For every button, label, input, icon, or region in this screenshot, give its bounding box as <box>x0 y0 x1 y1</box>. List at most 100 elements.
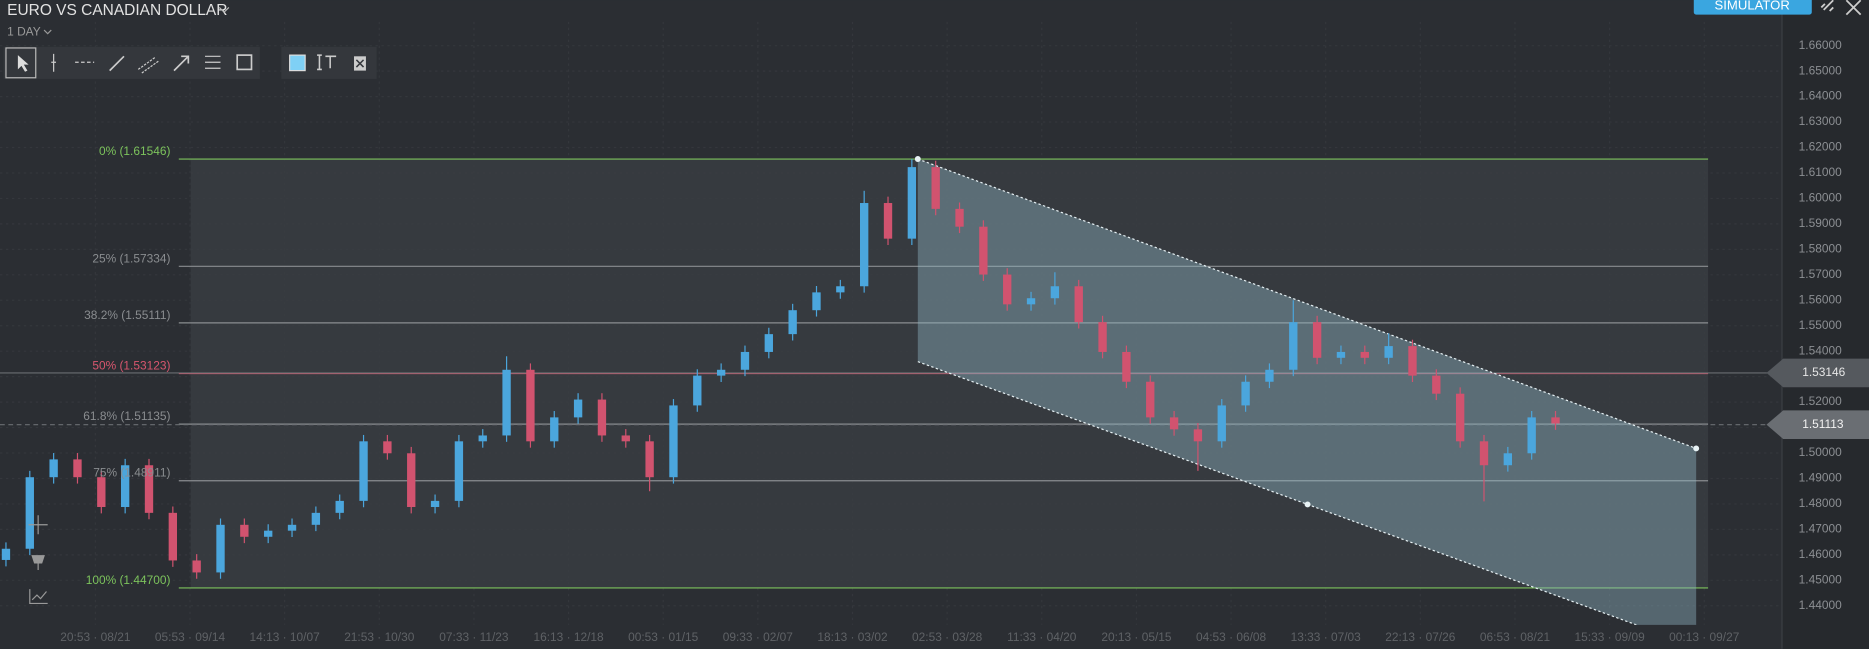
candle-body <box>240 524 249 537</box>
x-tick-label: 09:33 · 02/07 <box>723 630 794 644</box>
plot-area <box>0 21 1782 625</box>
candle-body <box>669 405 678 478</box>
candle-body <box>836 286 845 293</box>
candle-body <box>1432 375 1441 394</box>
candle-body <box>1503 453 1513 466</box>
last-price-tag-bg <box>1766 410 1869 439</box>
simulator-button[interactable] <box>1693 0 1812 15</box>
candle-body <box>216 524 225 573</box>
y-tick-label: 1.45000 <box>1799 572 1842 586</box>
x-tick-label: 11:33 · 04/20 <box>1007 630 1077 644</box>
x-tick-label: 13:33 · 07/03 <box>1291 630 1362 644</box>
candle-body <box>359 441 368 501</box>
overlay: 1.44000 1.45000 1.46000 1.47000 1.48000 1.490… <box>60 38 1869 644</box>
vline-tool[interactable] <box>51 53 57 72</box>
candle-body <box>764 334 773 352</box>
fib-level-label: 75% (1.48911) <box>93 466 170 480</box>
candle-body <box>287 524 297 531</box>
candle-body <box>907 167 917 239</box>
candle-body <box>383 441 392 454</box>
y-tick-label: 1.58000 <box>1799 241 1842 255</box>
candle-body <box>740 351 750 370</box>
candle-body <box>1527 417 1536 454</box>
y-tick-label: 1.50000 <box>1799 445 1842 459</box>
x-tick-label: 07:33 · 11/23 <box>439 630 509 644</box>
candle-body <box>526 369 535 442</box>
marker-price-tag: 1.53146 <box>1802 365 1845 379</box>
y-tick-label: 1.60000 <box>1799 191 1842 205</box>
close-icon[interactable] <box>1845 0 1862 16</box>
candle-body <box>788 310 797 335</box>
arrow-tool[interactable] <box>173 55 190 72</box>
channel-handle <box>914 155 921 162</box>
candle-body <box>73 459 82 478</box>
candle-body <box>264 530 273 537</box>
candle-body <box>502 369 511 436</box>
channel-handle <box>1693 445 1700 452</box>
instrument-title[interactable]: EURO VS CANADIAN DOLLAR <box>7 2 227 19</box>
candle-body <box>716 369 726 376</box>
candle-body <box>1122 351 1131 382</box>
candle-body <box>49 459 58 478</box>
y-tick-label: 1.49000 <box>1799 471 1842 485</box>
y-tick-label: 1.59000 <box>1799 216 1842 230</box>
candle-body <box>168 512 178 561</box>
fib-level-label: 25% (1.57334) <box>92 251 170 265</box>
title-dropdown[interactable] <box>218 7 230 14</box>
timeframe[interactable]: 1 DAY <box>7 25 41 39</box>
x-tick-label: 18:13 · 03/02 <box>817 630 888 644</box>
x-tick-label: 16:13 · 12/18 <box>533 630 604 644</box>
candle-body <box>550 417 559 442</box>
pointer-icon <box>17 55 29 72</box>
pen-icon[interactable] <box>31 555 45 571</box>
last-price-tag: 1.51113 <box>1802 417 1844 431</box>
color-tool[interactable] <box>289 54 306 72</box>
candle-body <box>1408 346 1417 376</box>
y-tick-label: 1.44000 <box>1799 598 1842 612</box>
pointer-tool[interactable] <box>5 47 37 79</box>
fib-level-label: 50% (1.53123) <box>92 359 170 373</box>
x-tick-label: 15:33 · 09/09 <box>1575 630 1646 644</box>
fib-level-label: 100% (1.44700) <box>86 573 171 587</box>
candle-body <box>597 399 607 436</box>
candle-body <box>812 292 821 311</box>
candle-body <box>1360 351 1369 358</box>
x-tick-label: 21:53 · 10/30 <box>344 630 415 644</box>
candle-body <box>1336 351 1346 358</box>
x-tick-label: 22:13 · 07/26 <box>1385 630 1456 644</box>
candle-body <box>144 465 154 513</box>
candle-body <box>955 208 964 227</box>
crosshair-icon[interactable] <box>28 515 48 535</box>
candle-body <box>407 453 416 507</box>
indicator-icon[interactable] <box>29 589 48 605</box>
candle-body <box>573 399 583 418</box>
trendline-tool[interactable] <box>109 55 125 72</box>
fib-tool[interactable] <box>205 55 221 69</box>
candle-body <box>25 477 34 549</box>
candle-body <box>1193 429 1203 442</box>
link-icon[interactable] <box>1820 0 1834 12</box>
candle-body <box>1289 322 1298 370</box>
candle-body <box>1384 346 1393 358</box>
simulator-label[interactable]: SIMULATOR <box>1715 0 1790 13</box>
candle-body <box>1074 286 1083 323</box>
x-tick-label: 05:53 · 09/14 <box>155 630 226 644</box>
candle-body <box>883 203 893 239</box>
candle-body <box>1455 393 1465 442</box>
timeframe-dropdown[interactable] <box>43 29 52 35</box>
candle-body <box>430 500 440 507</box>
text-tool[interactable] <box>317 54 337 71</box>
channel-upper-line <box>917 158 1697 449</box>
y-tick-label: 1.65000 <box>1799 63 1842 77</box>
y-tick-label: 1.52000 <box>1799 394 1842 408</box>
candle-body <box>860 203 869 287</box>
rectangle-tool[interactable] <box>236 54 253 71</box>
candle-body <box>120 465 130 507</box>
marker-price-tag-bg <box>1766 358 1869 388</box>
y-tick-label: 1.48000 <box>1799 496 1842 510</box>
candle-body <box>1479 441 1489 466</box>
candle-body <box>1098 322 1107 352</box>
candle-body <box>979 226 988 275</box>
